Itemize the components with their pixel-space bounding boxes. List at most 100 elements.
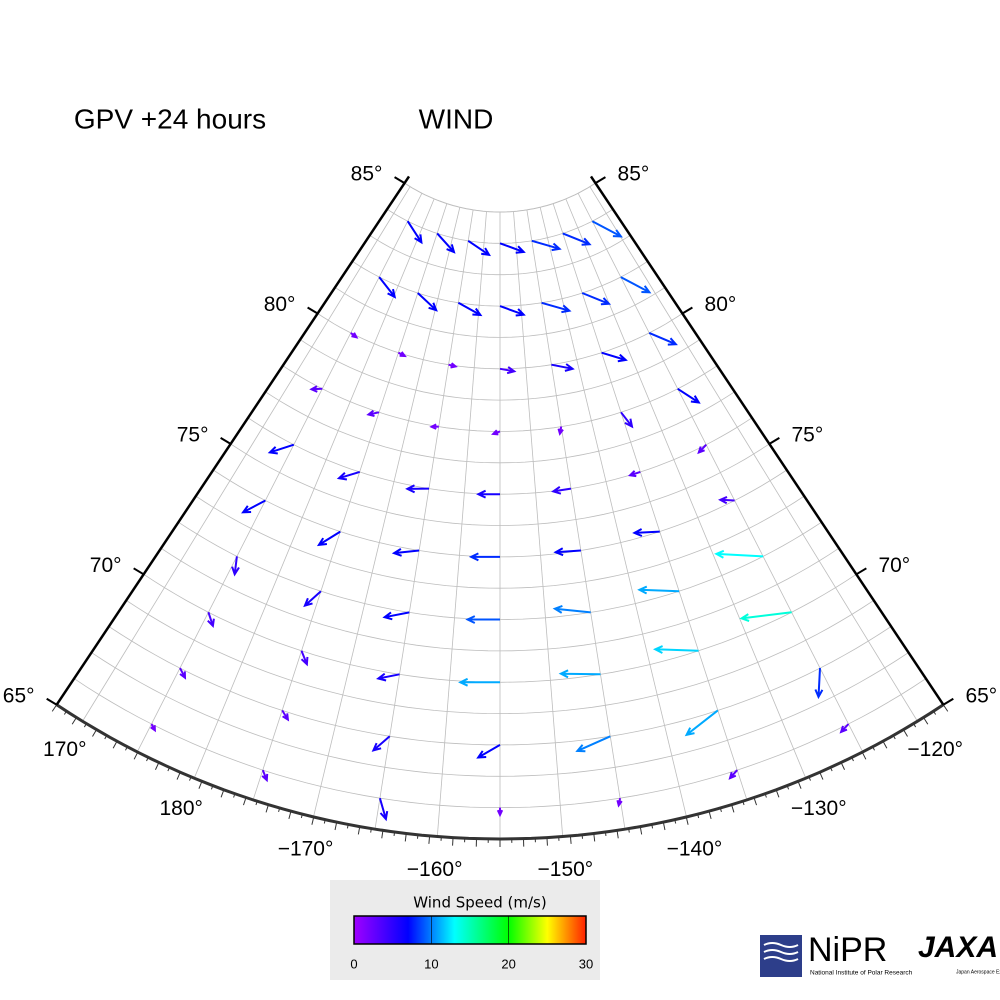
longitude-label: −170° (278, 838, 334, 861)
frame-tick (265, 804, 269, 813)
latitude-label: 85° (351, 163, 383, 186)
frame-tick (370, 828, 372, 833)
colorbar-tick-label: 20 (501, 956, 515, 971)
frame-tick (167, 767, 170, 772)
wind-arrow (541, 301, 572, 314)
frame-tick (146, 757, 149, 762)
wind-arrow (557, 426, 564, 436)
wind-arrow (468, 552, 500, 562)
latitude-tick (133, 567, 145, 576)
wind-arrow (267, 443, 295, 455)
frame-tick (198, 781, 203, 789)
colorbar (353, 915, 587, 945)
frame-tick (764, 793, 767, 798)
latitude-label: 65° (965, 684, 997, 707)
wind-arrow (458, 677, 500, 687)
wind-arrow (491, 429, 501, 436)
graticule (73, 186, 927, 839)
frame-tick (323, 819, 326, 824)
longitude-line (565, 198, 807, 779)
longitude-line (577, 193, 864, 753)
wind-arrow (429, 423, 439, 430)
frame-tick (753, 797, 758, 806)
frame-tick (210, 785, 214, 790)
wind-arrow (405, 484, 430, 494)
wind-arrow (382, 611, 410, 621)
latitude-label: 80° (264, 293, 296, 316)
wind-arrow (648, 331, 678, 346)
frame-tick (861, 751, 867, 760)
wind-arrow (476, 489, 500, 499)
frame-tick (892, 735, 896, 740)
frame-tick (913, 723, 917, 728)
frame-tick (830, 767, 833, 772)
latitude-tick (681, 306, 693, 315)
wind-arrow (499, 366, 517, 375)
longitude-line (552, 203, 748, 801)
wind-arrow (391, 548, 420, 557)
wind-arrow (558, 669, 601, 679)
wind-arrow (627, 470, 641, 478)
frame-tick (300, 814, 303, 819)
frame-tick (639, 826, 643, 835)
frame-tick (797, 781, 802, 789)
wind-arrow (739, 611, 792, 622)
latitude-label: 70° (90, 554, 122, 577)
longitude-line (526, 209, 626, 830)
frame-tick (112, 740, 118, 749)
longitude-label: 170° (43, 738, 86, 761)
wind-arrow (531, 239, 562, 252)
longitude-line (539, 207, 687, 818)
wind-arrow (499, 305, 526, 317)
frame-tick (662, 822, 666, 831)
wind-arrow (552, 604, 591, 614)
colorbar-title: Wind Speed (m/s) (413, 894, 546, 912)
wind-arrow (575, 735, 611, 753)
wind-arrow (376, 672, 400, 682)
longitude-label: −130° (791, 797, 847, 820)
wind-arrow (303, 590, 322, 608)
frame-tick (903, 729, 908, 737)
wind-arrow (620, 276, 652, 294)
wind-arrow (814, 668, 824, 700)
frame-tick (808, 776, 811, 781)
frame-tick (685, 816, 689, 825)
longitude-line (313, 207, 461, 818)
wind-arrow (378, 797, 389, 822)
jaxa-text: JAXA (918, 931, 998, 964)
wind-arrow (632, 528, 660, 537)
latitude-label: 65° (3, 684, 35, 707)
latitude-tick (855, 567, 867, 576)
frame-tick (775, 789, 780, 798)
latitude-label: 70° (878, 554, 910, 577)
latitude-label: 75° (791, 423, 823, 446)
colorbar-ticks: 0 10 20 30 (350, 916, 593, 971)
frame-tick (346, 824, 349, 829)
wind-arrow (620, 411, 634, 429)
latitude-tick (394, 176, 406, 184)
frame-tick (233, 793, 236, 798)
latitude-tick (46, 697, 58, 706)
frame-tick (220, 789, 225, 798)
wind-arrow (150, 723, 156, 733)
frame-tick (278, 807, 281, 813)
latitude-label: 85° (618, 163, 650, 186)
wind-arrow (476, 744, 501, 759)
frame-tick (819, 772, 824, 780)
wind-arrow (677, 387, 701, 404)
frame-tick (851, 757, 854, 762)
frame-tick (242, 797, 247, 806)
map-frame (51, 175, 949, 847)
frame-tick (569, 835, 572, 844)
wind-arrow (207, 611, 215, 629)
wind-arrow (496, 807, 504, 818)
wind-arrow (457, 301, 483, 317)
frame-tick (651, 824, 654, 829)
longitude-line (513, 211, 564, 837)
frame-tick (923, 717, 929, 725)
wind-arrow (718, 495, 735, 505)
frame-tick (51, 704, 58, 712)
frame-tick (92, 729, 97, 737)
latitude-tick (594, 176, 606, 184)
